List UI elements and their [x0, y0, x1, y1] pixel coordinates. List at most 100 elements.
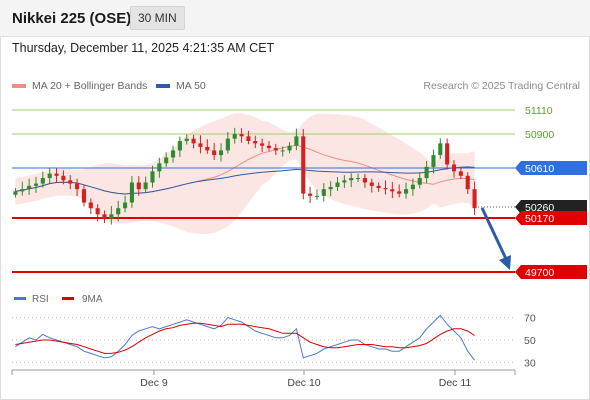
level-label-50900: 50900: [525, 129, 554, 141]
candle: [164, 152, 169, 167]
candle-body: [109, 214, 114, 220]
rsi-line: [15, 314, 475, 361]
rsi-ma-swatch: [62, 297, 74, 300]
candle-body: [383, 188, 388, 190]
candle: [20, 181, 25, 196]
candle-body: [239, 134, 244, 137]
candle-body: [465, 175, 470, 190]
research-credit: Research © 2025 Trading Central: [423, 80, 580, 92]
candle-body: [157, 163, 162, 172]
level-tag-bg: [515, 211, 587, 225]
candle: [403, 182, 409, 199]
rsi-legend-label: RSI: [32, 294, 49, 305]
candle: [61, 170, 66, 185]
legend-ma50: MA 50: [156, 80, 206, 92]
candle: [280, 146, 285, 157]
candle-body: [410, 184, 415, 190]
level-tag-bg: [515, 200, 587, 214]
candle: [273, 143, 278, 155]
level-tag-49700: 49700: [515, 265, 587, 279]
level-label: 50610: [525, 163, 554, 175]
candle: [33, 176, 39, 193]
candle-body: [54, 173, 59, 176]
candle: [123, 195, 128, 213]
candle: [451, 160, 457, 178]
candle-body: [123, 202, 128, 209]
candle-body: [170, 150, 176, 158]
candle-body: [177, 141, 182, 151]
instrument-title: Nikkei 225 (OSE): [12, 10, 132, 27]
timeframe-badge[interactable]: 30 MIN: [130, 6, 185, 30]
candle-body: [390, 189, 395, 192]
candle: [102, 210, 107, 224]
candle-body: [40, 178, 45, 184]
projection-arrow-shaft: [480, 207, 509, 262]
ma50-swatch: [156, 84, 170, 89]
candle-body: [191, 138, 196, 144]
candle: [13, 188, 18, 198]
candle: [75, 178, 80, 197]
rsi-tick-label: 70: [524, 313, 536, 325]
candle-body: [81, 189, 87, 203]
candle: [198, 135, 203, 154]
candle: [246, 130, 251, 145]
level-label: 50170: [525, 213, 554, 225]
level-label-51110: 51110: [525, 105, 553, 117]
x-tick-label: Dec 11: [439, 377, 472, 389]
candle-body: [369, 182, 374, 186]
candle-body: [451, 164, 457, 172]
candle: [239, 128, 244, 143]
candle: [328, 181, 333, 197]
level-label: 49700: [525, 267, 554, 279]
candle-body: [129, 182, 134, 203]
candle: [472, 181, 477, 216]
candle-body: [321, 189, 326, 196]
candle: [287, 142, 292, 154]
candle: [410, 178, 415, 196]
candle: [170, 145, 176, 163]
candle: [424, 160, 429, 184]
candle: [314, 189, 320, 200]
candle-body: [438, 143, 443, 156]
candle: [40, 171, 45, 188]
candle: [397, 184, 402, 198]
candle-body: [88, 202, 93, 209]
candle: [191, 134, 196, 149]
candle-body: [294, 136, 299, 146]
candle: [129, 175, 134, 208]
chart-datetime: Thursday, December 11, 2025 4:21:35 AM C…: [12, 41, 275, 55]
candle-body: [458, 171, 463, 176]
candle: [349, 173, 354, 188]
legend-ma50-label: MA 50: [176, 80, 206, 92]
candle-body: [150, 171, 155, 183]
candle: [143, 176, 148, 193]
candle-body: [308, 193, 313, 196]
rsi-tick-label: 50: [524, 335, 536, 347]
candle-body: [95, 208, 100, 215]
rsi-tick-label: 30: [524, 357, 536, 369]
candle: [54, 167, 59, 183]
candle: [260, 138, 265, 152]
candle-body: [301, 136, 306, 194]
candle-body: [349, 178, 354, 181]
candle: [465, 172, 470, 194]
candle-body: [20, 189, 25, 192]
x-tick-label: Dec 9: [140, 377, 168, 389]
candle-body: [232, 134, 237, 139]
candle-body: [431, 155, 436, 167]
bollinger-swatch: [12, 84, 26, 89]
candle-body: [328, 186, 333, 190]
candle-body: [376, 185, 381, 189]
candle-body: [246, 136, 251, 142]
candle: [157, 157, 162, 178]
rsi-legend: RSI 9MA: [14, 294, 103, 305]
legend-bollinger-label: MA 20 + Bollinger Bands: [32, 80, 148, 92]
candle: [27, 178, 32, 195]
candle: [294, 128, 299, 151]
candle-body: [61, 175, 66, 181]
candle: [232, 127, 237, 144]
candle: [376, 182, 381, 192]
level-tag-bg: [515, 265, 587, 279]
candle-body: [362, 178, 367, 183]
candle: [88, 198, 93, 215]
